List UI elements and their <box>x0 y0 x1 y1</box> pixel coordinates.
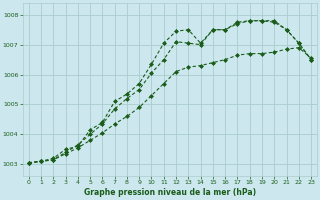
X-axis label: Graphe pression niveau de la mer (hPa): Graphe pression niveau de la mer (hPa) <box>84 188 256 197</box>
